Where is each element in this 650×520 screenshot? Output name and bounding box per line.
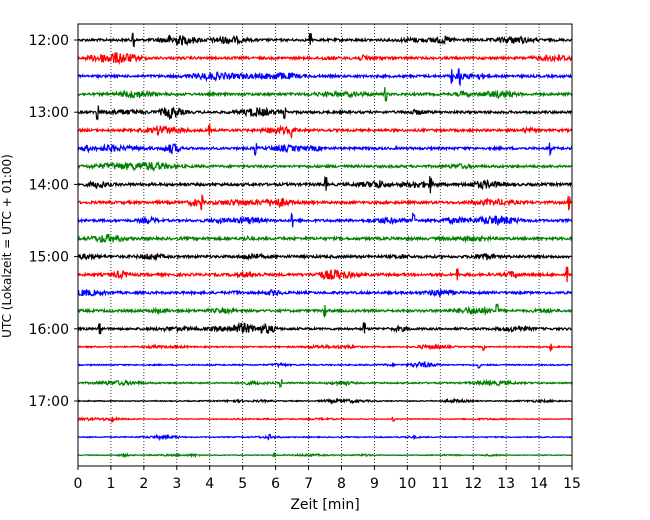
- trace-line: [77, 288, 573, 298]
- y-axis: 12:00 13:00 14:00 15:00 16:00 17:00: [29, 33, 78, 410]
- trace-line: [77, 303, 573, 319]
- y-tick-label: 16:00: [29, 322, 69, 338]
- trace-line: [77, 68, 573, 87]
- y-axis-label: UTC (Lokalzeit = UTC + 01:00): [0, 154, 14, 338]
- trace-line: [77, 397, 573, 405]
- x-tick-label: 1: [106, 476, 115, 492]
- x-axis-label: Zeit [min]: [290, 497, 359, 513]
- trace-line: [77, 361, 573, 369]
- trace-line: [77, 266, 573, 283]
- x-tick-label: 0: [74, 476, 83, 492]
- x-tick-label: 2: [139, 476, 148, 492]
- x-axis: 0 1 2 3 4 5 6 7 8 9 10 11 12 13 14 15: [74, 466, 581, 492]
- trace-line: [77, 252, 573, 262]
- x-tick-label: 4: [205, 476, 214, 492]
- trace-line: [77, 52, 573, 65]
- x-tick-label: 6: [271, 476, 280, 492]
- trace-line: [77, 124, 573, 139]
- x-tick-label: 11: [431, 476, 449, 492]
- trace-line: [77, 160, 573, 173]
- x-tick-label: 10: [398, 476, 416, 492]
- trace-line: [77, 378, 573, 389]
- trace-line: [77, 342, 573, 353]
- trace-line: [77, 175, 573, 194]
- y-tick-label: 12:00: [29, 33, 69, 49]
- trace-line: [77, 233, 573, 244]
- y-tick-label: 14:00: [29, 177, 69, 193]
- trace-line: [77, 32, 573, 48]
- grid-lines: [110, 24, 540, 466]
- trace-line: [77, 321, 573, 335]
- x-tick-label: 7: [304, 476, 313, 492]
- x-tick-label: 3: [172, 476, 181, 492]
- trace-group: [77, 32, 573, 459]
- trace-line: [77, 194, 573, 211]
- y-tick-label: 15:00: [29, 250, 69, 266]
- trace-line: [77, 142, 573, 157]
- plot-frame: [77, 23, 573, 467]
- x-tick-label: 14: [530, 476, 548, 492]
- x-tick-label: 15: [563, 476, 581, 492]
- trace-line: [77, 433, 573, 442]
- trace-line: [77, 452, 573, 459]
- x-tick-label: 9: [370, 476, 379, 492]
- x-tick-label: 5: [238, 476, 247, 492]
- y-tick-label: 13:00: [29, 105, 69, 121]
- x-tick-label: 12: [464, 476, 482, 492]
- trace-line: [77, 105, 573, 121]
- x-tick-label: 13: [497, 476, 515, 492]
- trace-line: [77, 211, 573, 228]
- trace-line: [77, 87, 573, 103]
- y-tick-label: 17:00: [29, 394, 69, 410]
- x-tick-label: 8: [337, 476, 346, 492]
- trace-line: [77, 415, 573, 424]
